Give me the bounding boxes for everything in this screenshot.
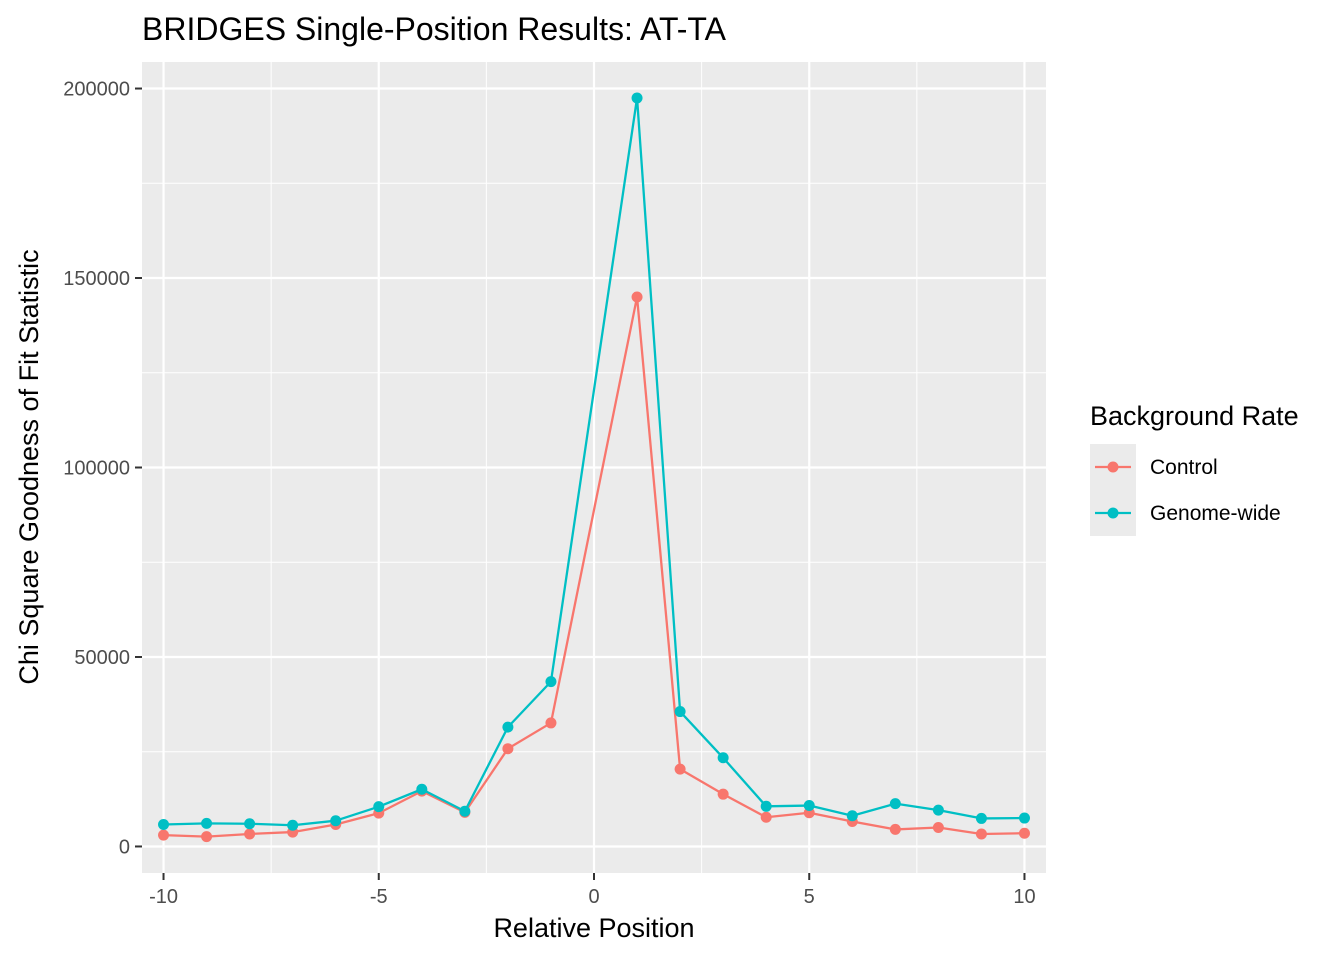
- data-point: [760, 811, 772, 823]
- legend-items: Control Genome-wide: [1090, 444, 1281, 536]
- data-point: [502, 721, 514, 733]
- y-tick-label: 200000: [63, 79, 130, 101]
- series-line: [163, 96, 1025, 827]
- data-point: [1018, 827, 1030, 839]
- data-point: [545, 676, 557, 688]
- data-point: [201, 817, 213, 829]
- data-point: [674, 706, 686, 718]
- data-point: [932, 822, 944, 834]
- data-point: [158, 818, 170, 830]
- series-layer: [158, 92, 1030, 843]
- x-axis-title: Relative Position: [493, 913, 694, 943]
- data-point: [244, 828, 256, 840]
- x-tick-label: -10: [149, 886, 178, 908]
- y-axis: 0 50000 100000 150000 200000: [63, 79, 142, 858]
- data-point: [416, 783, 428, 795]
- data-point: [545, 717, 557, 729]
- legend-item: Genome-wide: [1090, 490, 1281, 536]
- data-point: [1018, 812, 1030, 824]
- x-tick-label: 0: [588, 886, 599, 908]
- x-axis: -10 -5 0 5 10: [149, 873, 1036, 908]
- data-point: [287, 819, 299, 831]
- data-point: [244, 818, 256, 830]
- data-point: [717, 788, 729, 800]
- legend-label: Control: [1150, 456, 1218, 479]
- x-tick-label: 5: [804, 886, 815, 908]
- data-point: [889, 798, 901, 810]
- data-point: [201, 831, 213, 843]
- legend-item: Control: [1090, 444, 1218, 490]
- legend-label: Genome-wide: [1150, 502, 1281, 525]
- data-point: [459, 805, 471, 817]
- data-point: [502, 743, 514, 755]
- data-point: [373, 801, 385, 813]
- y-tick-label: 150000: [63, 268, 130, 290]
- series-line: [163, 295, 1025, 838]
- x-tick-label: -5: [370, 886, 388, 908]
- data-point: [803, 800, 815, 812]
- data-point: [975, 828, 987, 840]
- major-grid: [142, 62, 1046, 873]
- data-point: [975, 812, 987, 824]
- data-point: [330, 815, 342, 827]
- legend-key-point: [1107, 461, 1119, 473]
- legend-title: Background Rate: [1090, 401, 1299, 431]
- legend-key-point: [1107, 507, 1119, 519]
- data-point: [631, 92, 643, 104]
- data-point: [158, 829, 170, 841]
- y-tick-label: 0: [119, 836, 130, 858]
- data-point: [717, 752, 729, 764]
- data-point: [760, 800, 772, 812]
- legend: Background Rate Control Genome-wide: [1090, 401, 1299, 536]
- data-point: [889, 823, 901, 835]
- y-tick-label: 50000: [74, 647, 130, 669]
- data-point: [631, 291, 643, 303]
- data-point: [674, 763, 686, 775]
- data-point: [932, 804, 944, 816]
- y-tick-label: 100000: [63, 458, 130, 480]
- data-point: [846, 810, 858, 822]
- series-genome-wide: [158, 92, 1030, 831]
- y-axis-title: Chi Square Goodness of Fit Statistic: [14, 249, 44, 684]
- chart-title: BRIDGES Single-Position Results: AT-TA: [142, 11, 727, 47]
- x-tick-label: 10: [1013, 886, 1035, 908]
